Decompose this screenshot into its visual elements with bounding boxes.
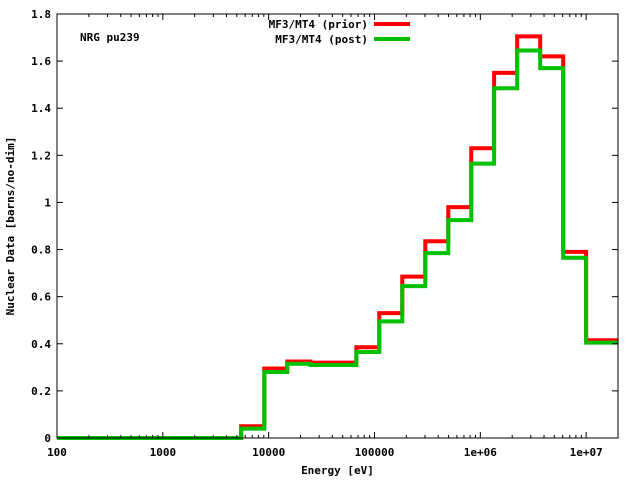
legend-label: MF3/MT4 (prior): [269, 18, 368, 31]
x-tick-label: 100000: [355, 446, 395, 459]
x-tick-label: 100: [47, 446, 67, 459]
x-tick-label: 1e+07: [570, 446, 603, 459]
series-line-prior: [57, 34, 618, 440]
y-tick-label: 0.6: [31, 291, 51, 304]
y-tick-label: 0.2: [31, 385, 51, 398]
series-layer: [57, 34, 618, 440]
y-tick-label: 0.8: [31, 244, 51, 257]
y-tick-label: 0.4: [31, 338, 51, 351]
series-line-post: [57, 48, 618, 440]
legend: MF3/MT4 (prior) MF3/MT4 (post): [269, 18, 410, 46]
x-tick-label: 1000: [150, 446, 177, 459]
y-tick-label: 1.4: [31, 102, 51, 115]
y-axis-label: Nuclear Data [barns/no-dim]: [4, 137, 17, 316]
plot-frame: [56, 13, 619, 439]
tick-labels: 0 0.2 0.4 0.6 0.8 1 1.2 1.4 1.6 1.8 100 1000 10000 10…: [31, 8, 603, 459]
x-axis-label: Energy [eV]: [301, 464, 374, 477]
y-tick-label: 0: [44, 432, 51, 445]
legend-label: MF3/MT4 (post): [275, 33, 368, 46]
y-tick-label: 1.6: [31, 55, 51, 68]
y-tick-label: 1.2: [31, 149, 51, 162]
y-tick-label: 1.8: [31, 8, 51, 21]
x-tick-label: 1e+06: [464, 446, 497, 459]
ticks-layer: [56, 13, 619, 439]
y-tick-label: 1: [44, 196, 51, 209]
x-tick-label: 10000: [252, 446, 285, 459]
chart-annotation: NRG pu239: [80, 31, 140, 44]
